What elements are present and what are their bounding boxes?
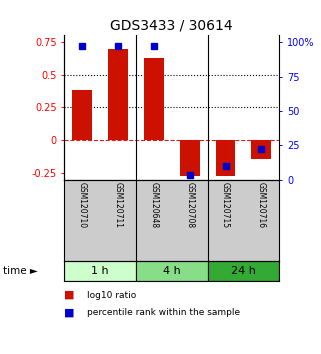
Text: ■: ■ xyxy=(64,290,75,300)
Text: 1 h: 1 h xyxy=(91,266,109,276)
Text: GSM120715: GSM120715 xyxy=(221,182,230,228)
Bar xyxy=(144,58,164,140)
Text: GSM120710: GSM120710 xyxy=(78,182,87,228)
Bar xyxy=(216,140,235,176)
Text: 4 h: 4 h xyxy=(163,266,181,276)
Text: GSM120711: GSM120711 xyxy=(113,182,123,228)
Text: GSM120716: GSM120716 xyxy=(257,182,266,228)
Bar xyxy=(251,140,271,159)
Bar xyxy=(136,261,208,281)
Text: time ►: time ► xyxy=(3,266,38,276)
Text: ■: ■ xyxy=(64,308,75,318)
Text: log10 ratio: log10 ratio xyxy=(87,291,136,299)
Bar xyxy=(208,261,279,281)
Text: percentile rank within the sample: percentile rank within the sample xyxy=(87,308,240,317)
Bar xyxy=(72,91,92,140)
Text: GSM120708: GSM120708 xyxy=(185,182,194,228)
Bar xyxy=(180,140,200,176)
Text: 24 h: 24 h xyxy=(231,266,256,276)
Title: GDS3433 / 30614: GDS3433 / 30614 xyxy=(110,19,233,33)
Bar xyxy=(108,48,128,140)
Text: GSM120648: GSM120648 xyxy=(149,182,158,228)
Bar xyxy=(64,261,136,281)
